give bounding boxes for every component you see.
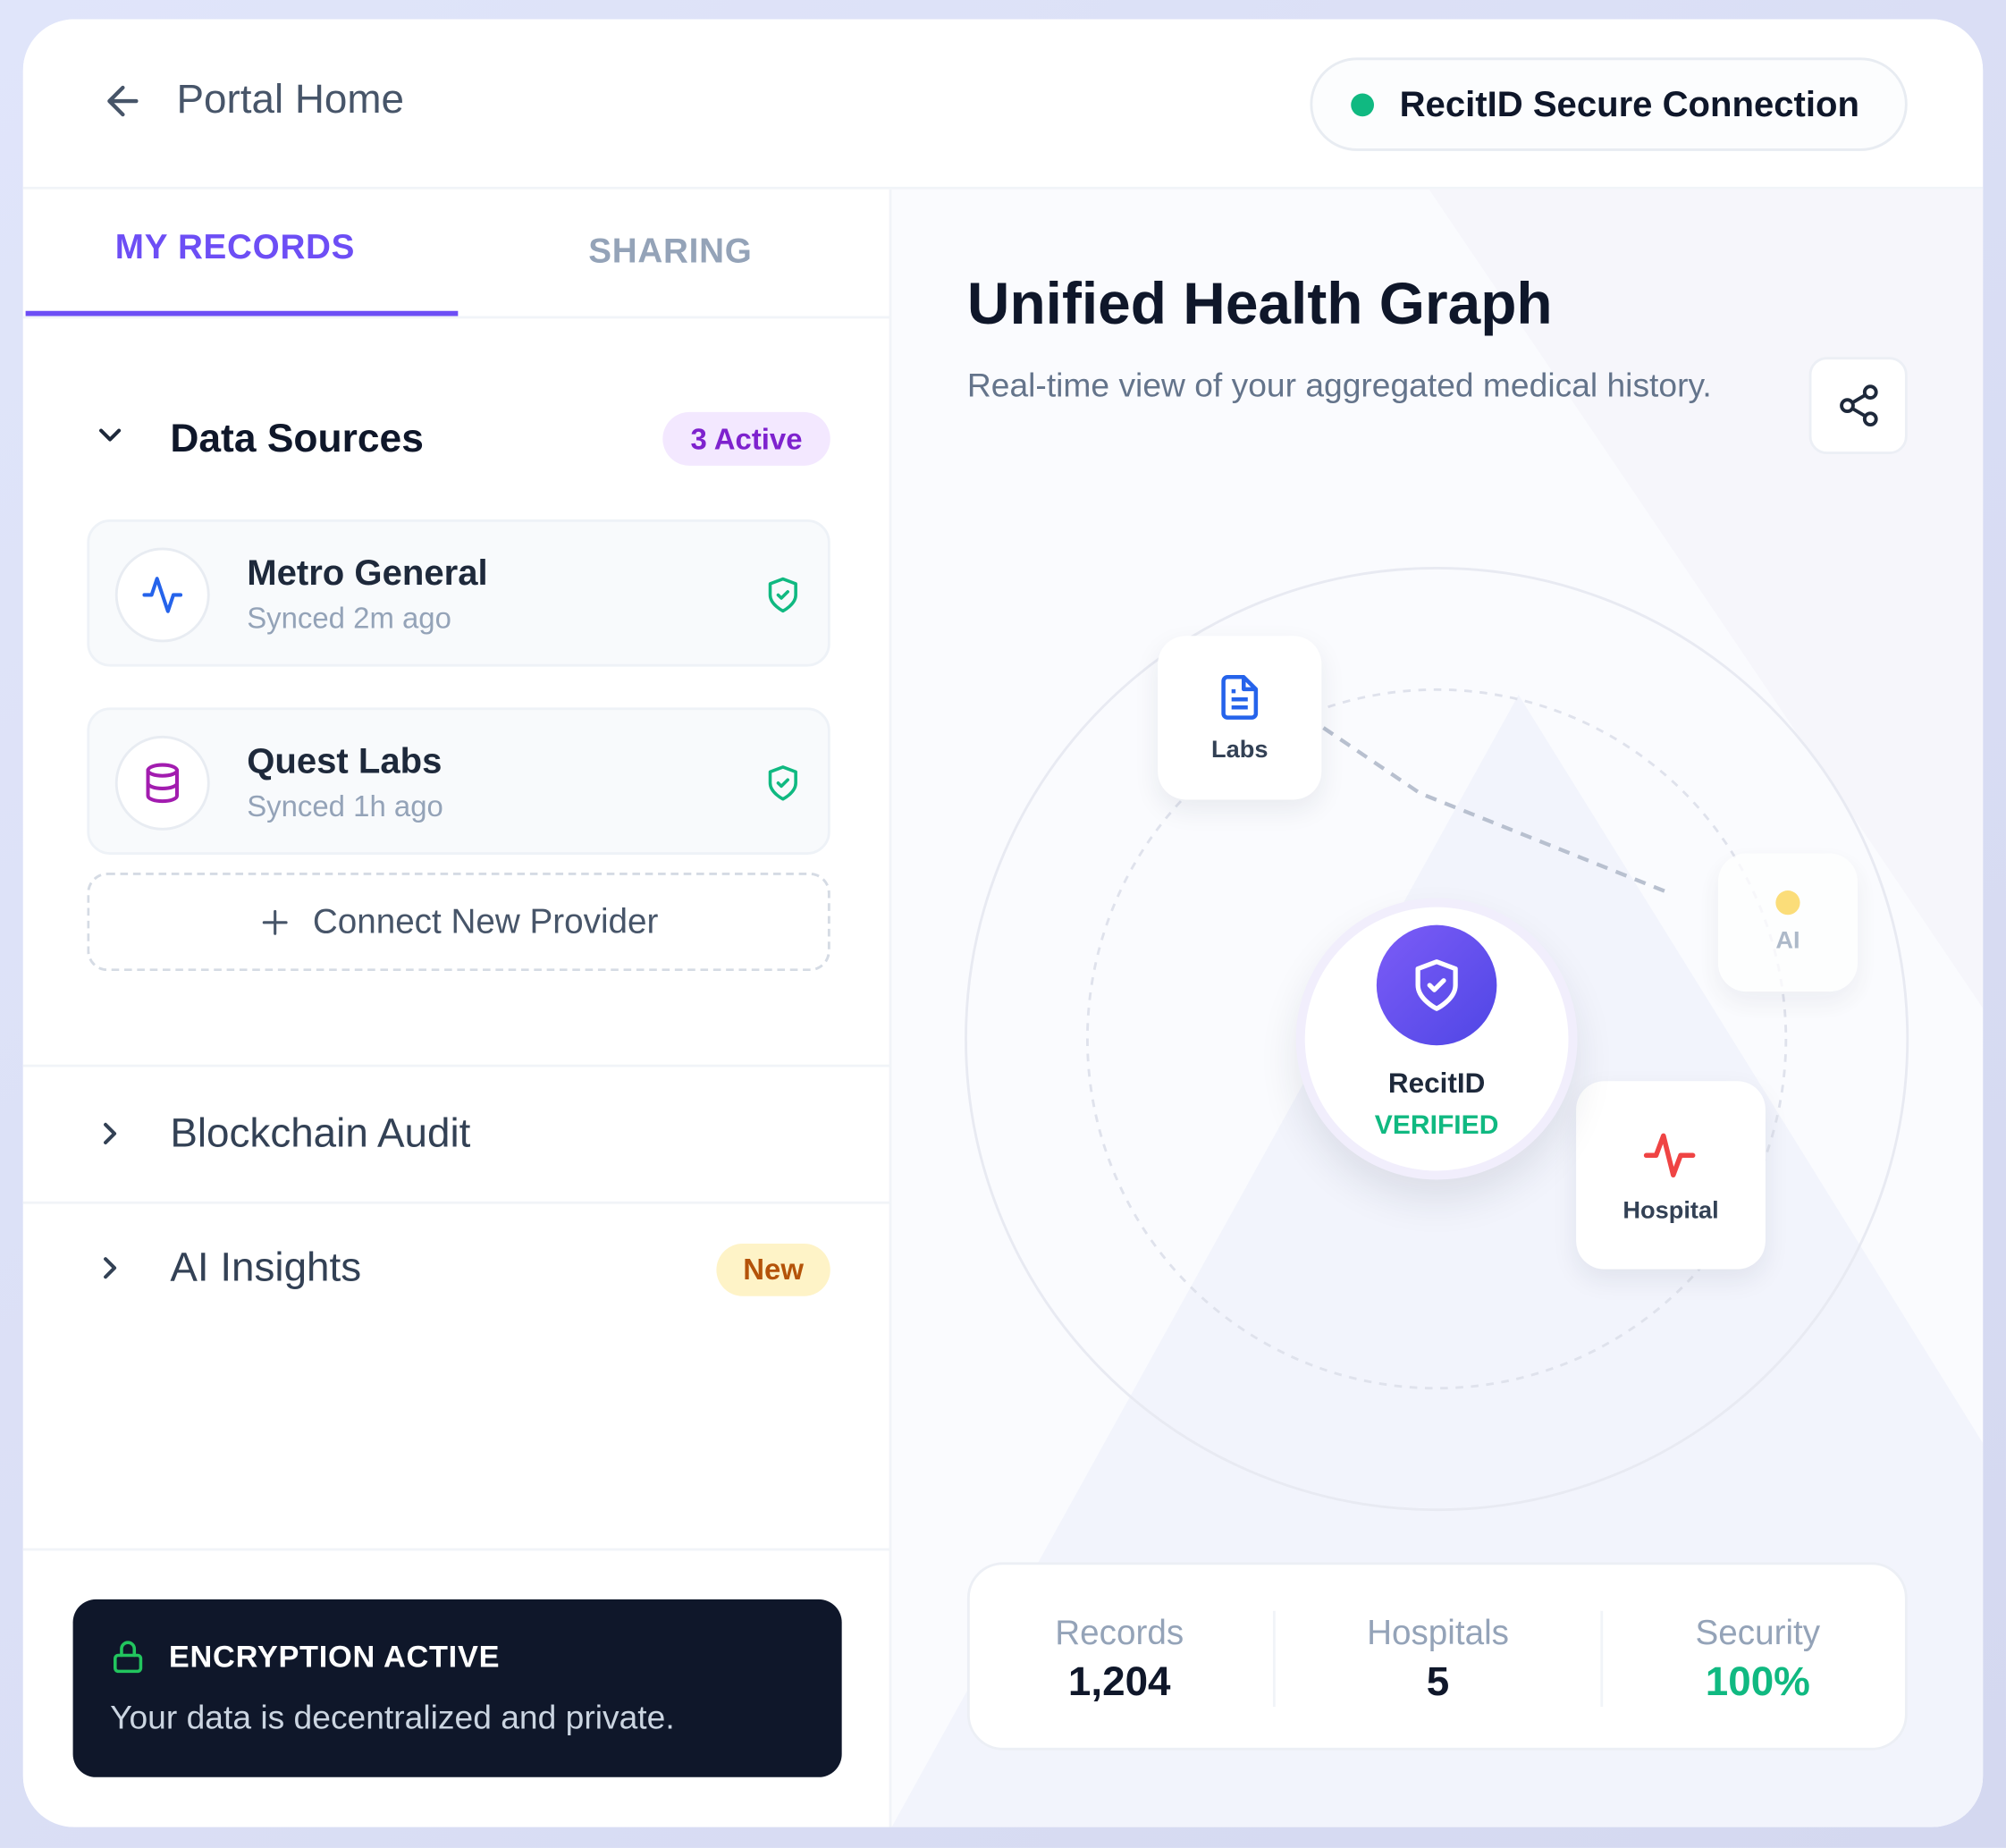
data-sources-title[interactable]: Data Sources: [170, 416, 424, 461]
sync-status: Synced 1h ago: [247, 789, 443, 823]
stats-card: Records 1,204 Hospitals 5 Security 100%: [965, 1562, 1911, 1752]
chevron-right-icon[interactable]: [92, 1116, 128, 1152]
left-panel: MY RECORDS SHARING Data Sources 3 Active…: [22, 189, 892, 1827]
active-tab-indicator: [25, 310, 459, 316]
tab-divider: [22, 316, 892, 319]
stat-records: Records 1,204: [965, 1565, 1272, 1752]
divider: [22, 1201, 892, 1204]
graph-subtitle: Real-time view of your aggregated medica…: [966, 366, 1712, 405]
divider: [22, 1064, 892, 1067]
health-graph-panel: Unified Health Graph Real-time view of y…: [891, 189, 1984, 1827]
ai-insights-section[interactable]: AI Insights: [170, 1244, 362, 1290]
connect-provider-button[interactable]: Connect New Provider: [87, 873, 830, 972]
source-card-quest-labs[interactable]: Quest Labs Synced 1h ago: [87, 707, 830, 855]
source-name: Quest Labs: [247, 740, 442, 781]
recitid-center-node[interactable]: RecitID VERIFIED: [1295, 898, 1578, 1180]
graph-title: Unified Health Graph: [966, 269, 1553, 337]
new-badge: New: [716, 1244, 830, 1296]
portal-home-link[interactable]: Portal Home: [176, 75, 405, 122]
divider: [1600, 1610, 1604, 1708]
plus-icon: [263, 909, 289, 935]
verified-shield-icon: [768, 577, 797, 613]
node-label: Labs: [1210, 737, 1268, 764]
tab-sharing[interactable]: SHARING: [588, 232, 753, 270]
encryption-status-box: ENCRYPTION ACTIVE Your data is decentral…: [72, 1599, 842, 1777]
share-button[interactable]: [1808, 357, 1908, 455]
graph-node-labs[interactable]: Labs: [1158, 636, 1322, 800]
verified-status: VERIFIED: [1374, 1110, 1499, 1141]
share-icon: [1839, 384, 1877, 427]
lock-icon: [114, 1641, 143, 1674]
graph-node-hospital[interactable]: Hospital: [1576, 1081, 1766, 1270]
header: Portal Home RecitID Secure Connection: [22, 19, 1984, 190]
divider: [22, 1548, 892, 1551]
chevron-down-icon[interactable]: [92, 418, 128, 453]
encryption-message: Your data is decentralized and private.: [110, 1698, 675, 1737]
stat-security: Security 100%: [1605, 1565, 1911, 1752]
active-count-badge: 3 Active: [662, 411, 830, 466]
connection-line: [1220, 657, 1671, 895]
dot-icon: [1775, 890, 1800, 915]
stat-hospitals: Hospitals 5: [1285, 1565, 1591, 1752]
stat-value: 1,204: [1067, 1657, 1171, 1704]
file-text-icon: [1221, 675, 1259, 720]
source-name: Metro General: [247, 553, 488, 593]
divider: [1272, 1610, 1276, 1708]
pulse-icon: [1643, 1132, 1696, 1177]
node-label: AI: [1775, 926, 1800, 954]
status-dot-icon: [1351, 92, 1375, 116]
stat-label: Records: [1055, 1612, 1184, 1651]
stat-label: Hospitals: [1367, 1612, 1510, 1651]
connect-label: Connect New Provider: [312, 901, 659, 941]
database-icon: [114, 735, 210, 831]
activity-icon: [114, 547, 210, 643]
secure-connection-status: RecitID Secure Connection: [1310, 57, 1908, 151]
sync-status: Synced 2m ago: [247, 601, 451, 635]
verified-shield-icon: [768, 765, 797, 801]
tab-my-records[interactable]: MY RECORDS: [114, 227, 356, 266]
blockchain-audit-section[interactable]: Blockchain Audit: [170, 1109, 471, 1156]
shield-check-icon: [1376, 924, 1497, 1046]
chevron-right-icon[interactable]: [92, 1250, 128, 1286]
source-card-metro-general[interactable]: Metro General Synced 2m ago: [87, 519, 830, 667]
stat-value: 100%: [1705, 1657, 1810, 1704]
encryption-title: ENCRYPTION ACTIVE: [168, 1640, 501, 1675]
connection-status-text: RecitID Secure Connection: [1399, 83, 1859, 124]
portal-card: Portal Home RecitID Secure Connection MY…: [22, 19, 1984, 1827]
node-label: Hospital: [1622, 1196, 1719, 1224]
back-arrow-icon[interactable]: [100, 78, 147, 124]
stat-label: Security: [1695, 1612, 1821, 1651]
center-label: RecitID: [1387, 1067, 1486, 1100]
stat-value: 5: [1426, 1657, 1450, 1704]
graph-node-ai[interactable]: AI: [1717, 853, 1858, 992]
